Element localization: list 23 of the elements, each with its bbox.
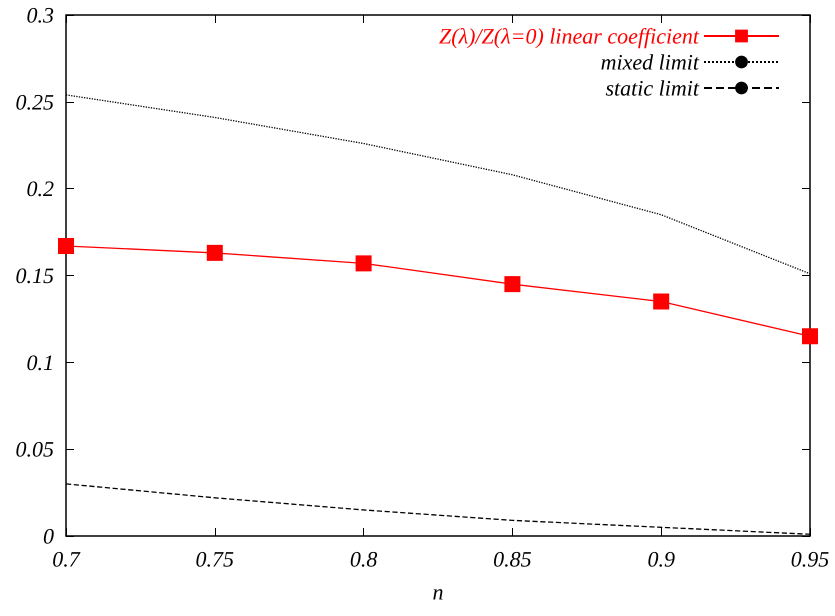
x-tick-label: 0.85 bbox=[493, 546, 532, 572]
legend-label: static limit bbox=[606, 76, 700, 100]
legend-label: Z(λ)/Z(λ=0) linear coefficient bbox=[439, 24, 700, 48]
legend-label: mixed limit bbox=[600, 50, 700, 74]
point bbox=[58, 238, 74, 254]
x-tick-label: 0.7 bbox=[52, 546, 81, 572]
x-axis-title: n bbox=[432, 580, 444, 604]
y-tick-label: 0.25 bbox=[16, 89, 54, 114]
point bbox=[653, 294, 670, 310]
x-tick-label: 0.75 bbox=[196, 546, 234, 572]
x-tick-label: 0.9 bbox=[647, 546, 675, 572]
y-tick-label: 0.15 bbox=[16, 263, 54, 288]
point bbox=[802, 328, 818, 344]
y-tick-label: 0.1 bbox=[26, 350, 54, 375]
y-tick-label: 0 bbox=[43, 524, 54, 548]
point bbox=[356, 255, 372, 272]
x-tick-label: 0.95 bbox=[790, 546, 830, 572]
point bbox=[206, 244, 223, 261]
y-tick-label: 0.3 bbox=[26, 2, 54, 28]
y-tick-label: 0.2 bbox=[26, 176, 54, 202]
y-tick-label: 0.05 bbox=[16, 436, 54, 462]
point bbox=[504, 276, 520, 292]
x-tick-label: 0.8 bbox=[350, 546, 378, 572]
